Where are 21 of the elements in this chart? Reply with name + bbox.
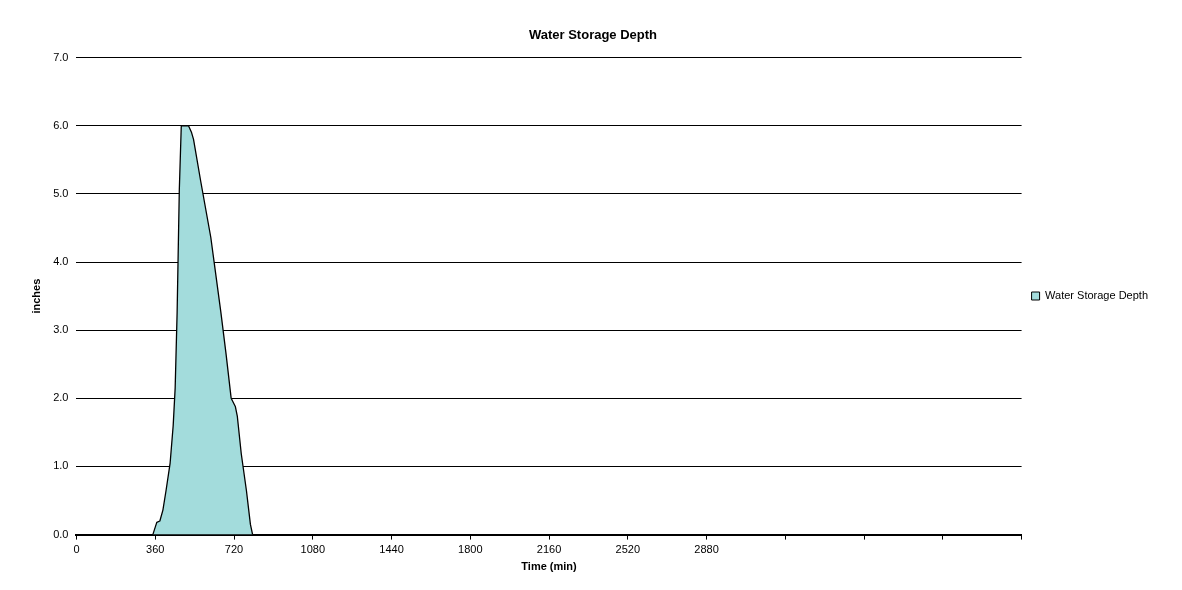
y-axis-title: inches (29, 278, 42, 314)
y-tick-label: 1.0 (53, 459, 69, 472)
x-tick-label: 1800 (458, 543, 483, 556)
y-tick-label: 4.0 (53, 255, 69, 268)
x-axis-title: Time (min) (521, 560, 578, 573)
y-tick-label: 5.0 (53, 186, 69, 199)
x-tick-label: 2880 (694, 543, 719, 556)
chart-title: Water Storage Depth (528, 27, 658, 43)
y-tick-label: 2.0 (53, 391, 69, 404)
y-tick-label: 7.0 (53, 50, 69, 63)
x-tick-label: 720 (224, 543, 244, 556)
x-tick-label: 1080 (300, 543, 326, 556)
y-tick-label: 0.0 (53, 527, 69, 540)
y-tick-label: 3.0 (53, 323, 69, 336)
x-tick-label: 2160 (536, 543, 562, 556)
legend-label: Water Storage Depth (1045, 289, 1148, 302)
x-tick-label: 1440 (379, 543, 404, 556)
x-tick-label: 2520 (615, 543, 641, 556)
x-tick-label: 0 (73, 543, 80, 556)
x-tick-label: 360 (146, 543, 165, 556)
y-tick-label: 6.0 (53, 118, 69, 131)
